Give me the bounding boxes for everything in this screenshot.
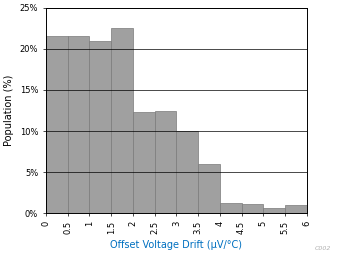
Bar xyxy=(198,164,220,213)
Bar xyxy=(263,209,285,213)
Bar xyxy=(89,41,111,213)
X-axis label: Offset Voltage Drift (μV/°C): Offset Voltage Drift (μV/°C) xyxy=(110,240,242,250)
Bar xyxy=(68,37,89,213)
Bar xyxy=(46,37,68,213)
Bar xyxy=(111,28,133,213)
Y-axis label: Population (%): Population (%) xyxy=(4,75,14,146)
Bar xyxy=(285,205,307,213)
Bar xyxy=(176,131,198,213)
Bar xyxy=(242,204,263,213)
Text: C002: C002 xyxy=(315,246,331,251)
Bar xyxy=(133,112,154,213)
Bar xyxy=(154,110,176,213)
Bar xyxy=(220,203,242,213)
